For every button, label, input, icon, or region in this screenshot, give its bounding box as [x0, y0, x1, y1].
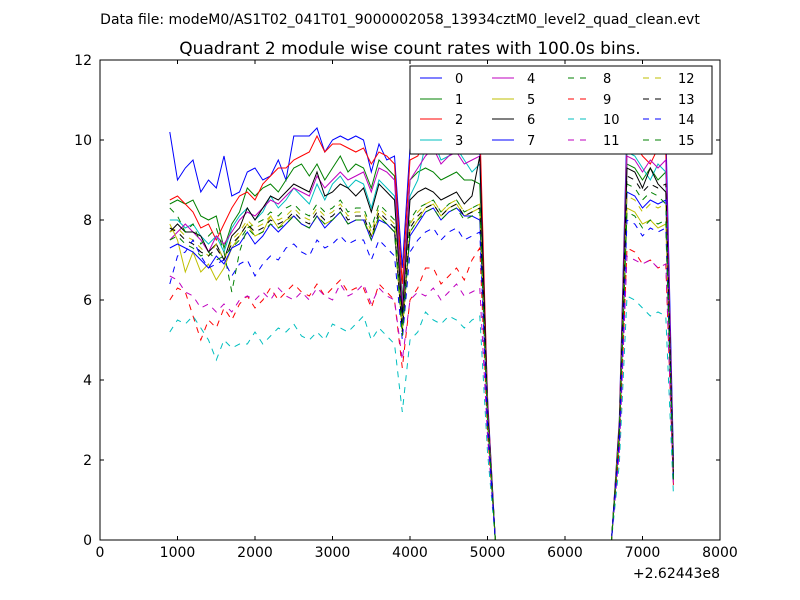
series-layer — [169, 119, 674, 541]
series-line-8 — [169, 183, 674, 541]
y-tick-label: 6 — [83, 293, 92, 309]
series-line-5 — [169, 203, 674, 541]
legend-label-13: 13 — [678, 93, 695, 108]
legend-label-9: 9 — [603, 93, 611, 108]
series-line-12 — [169, 195, 674, 541]
y-tick-label: 4 — [83, 373, 92, 389]
x-tick-label: 4000 — [392, 545, 428, 561]
series-line-2 — [169, 122, 674, 541]
x-tick-label: 1000 — [160, 545, 196, 561]
series-line-11 — [169, 255, 674, 541]
series-line-9 — [169, 246, 674, 541]
legend-label-14: 14 — [678, 113, 695, 128]
series-line-15 — [169, 207, 674, 541]
series-line-14 — [169, 219, 674, 541]
legend-label-6: 6 — [527, 113, 535, 128]
legend-label-15: 15 — [678, 134, 695, 149]
legend-label-2: 2 — [455, 113, 463, 128]
legend-label-8: 8 — [603, 72, 611, 87]
y-tick-label: 10 — [74, 133, 92, 149]
x-tick-label: 3000 — [315, 545, 351, 561]
series-line-3 — [169, 139, 674, 541]
y-tick-label: 2 — [83, 453, 92, 469]
x-tick-label: 7000 — [625, 545, 661, 561]
x-tick-label: 6000 — [547, 545, 583, 561]
chart-title: Quadrant 2 module wise count rates with … — [179, 39, 640, 59]
legend-label-10: 10 — [603, 113, 620, 128]
legend-label-1: 1 — [455, 93, 463, 108]
ticks-layer: 0 1000 2000 3000 4000 5000 6000 7000 80000246810… — [74, 53, 738, 561]
series-line-0 — [169, 119, 674, 541]
plot-frame — [99, 59, 721, 541]
x-offset-label: +2.62443e8 — [633, 566, 720, 582]
legend-label-5: 5 — [527, 93, 535, 108]
data-file-label: Data file: modeM0/AS1T02_041T01_90000020… — [100, 12, 700, 28]
legend-label-12: 12 — [678, 72, 695, 87]
legend-label-0: 0 — [455, 72, 463, 87]
series-line-10 — [169, 295, 674, 541]
series-line-13 — [169, 175, 674, 541]
y-tick-label: 12 — [74, 53, 92, 69]
legend-label-4: 4 — [527, 72, 535, 87]
x-tick-label: 2000 — [237, 545, 273, 561]
legend-label-3: 3 — [455, 134, 463, 149]
legend-box — [409, 65, 713, 155]
legend-label-7: 7 — [527, 134, 535, 149]
series-line-7 — [169, 191, 674, 541]
y-tick-label: 8 — [83, 213, 92, 229]
y-tick-label: 0 — [83, 533, 92, 549]
x-tick-label: 0 — [96, 545, 105, 561]
legend-label-11: 11 — [603, 134, 620, 149]
series-line-4 — [169, 147, 674, 541]
x-tick-label: 8000 — [702, 545, 738, 561]
x-tick-label: 5000 — [470, 545, 506, 561]
